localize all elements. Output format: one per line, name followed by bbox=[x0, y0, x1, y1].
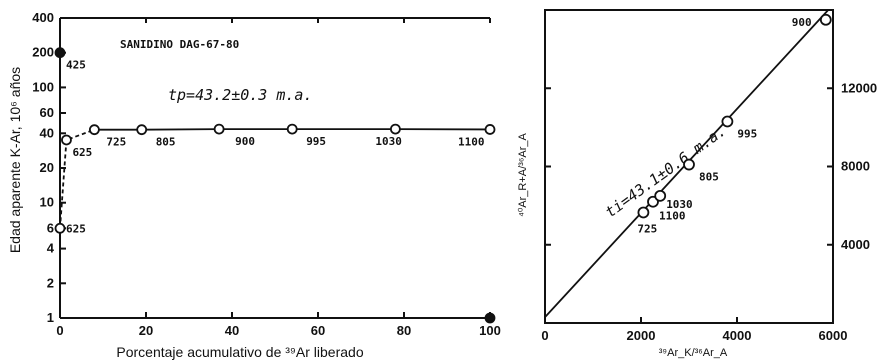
point-label: 995 bbox=[737, 128, 757, 141]
data-point bbox=[90, 125, 99, 134]
y-tick-label: 200 bbox=[32, 45, 54, 60]
y-tick-label: 1 bbox=[47, 310, 54, 325]
data-point bbox=[56, 224, 65, 233]
data-point bbox=[391, 125, 400, 134]
isochron-ylabel: ⁴⁰Ar_R+A/³⁶Ar_A bbox=[517, 133, 529, 217]
point-label: 425 bbox=[66, 59, 86, 72]
isochron-ticks: 0 2000 4000 6000 4000 8000 12000 bbox=[541, 80, 877, 343]
age-spectrum-ticks: 1 2 4 6 10 20 40 60 100 200 400 0 20 40 60 80 100 bbox=[32, 10, 501, 338]
point-label: 1100 bbox=[458, 135, 485, 148]
point-label: 805 bbox=[699, 171, 719, 184]
y-tick-label: 100 bbox=[32, 79, 54, 94]
y-tick-label: 4000 bbox=[841, 237, 870, 252]
isochron-chart: ⁴⁰Ar_R+A/³⁶Ar_A ³⁹Ar_K/³⁶Ar_A ti=43.1±0.… bbox=[517, 10, 877, 359]
data-point bbox=[62, 135, 71, 144]
data-point bbox=[486, 125, 495, 134]
data-point bbox=[288, 125, 297, 134]
y-tick-label: 2 bbox=[47, 275, 54, 290]
x-tick-label: 0 bbox=[56, 323, 63, 338]
data-point bbox=[638, 207, 648, 217]
point-label: 1030 bbox=[375, 135, 402, 148]
data-point bbox=[821, 15, 831, 25]
y-tick-label: 10 bbox=[40, 195, 54, 210]
y-tick-label: 6 bbox=[47, 220, 54, 235]
point-label: 900 bbox=[235, 135, 255, 148]
y-tick-label: 400 bbox=[32, 10, 54, 25]
age-spectrum-chart: Edad aparente K-Ar, 10⁶ años Porcentaje … bbox=[7, 10, 501, 360]
y-tick-label: 12000 bbox=[841, 80, 877, 95]
y-tick-label: 4 bbox=[47, 241, 55, 256]
data-point bbox=[486, 314, 495, 323]
x-tick-label: 80 bbox=[397, 323, 411, 338]
y-tick-label: 40 bbox=[40, 125, 54, 140]
data-point bbox=[684, 160, 694, 170]
x-tick-label: 60 bbox=[311, 323, 325, 338]
age-spectrum-axes bbox=[60, 18, 490, 318]
x-tick-label: 4000 bbox=[723, 328, 752, 343]
x-tick-label: 20 bbox=[139, 323, 153, 338]
point-label: 625 bbox=[66, 222, 86, 235]
data-point bbox=[655, 191, 665, 201]
point-label: 805 bbox=[156, 136, 176, 149]
point-label: 725 bbox=[106, 136, 126, 149]
y-tick-label: 8000 bbox=[841, 159, 870, 174]
point-label: 995 bbox=[306, 135, 326, 148]
point-label: 900 bbox=[792, 16, 812, 29]
point-label: 1030 bbox=[666, 198, 693, 211]
x-tick-label: 100 bbox=[479, 323, 501, 338]
isochron-xlabel: ³⁹Ar_K/³⁶Ar_A bbox=[659, 347, 728, 359]
y-tick-label: 60 bbox=[40, 105, 54, 120]
age-spectrum-title: SANIDINO DAG-67-80 bbox=[120, 38, 239, 51]
data-point bbox=[722, 117, 732, 127]
point-label: 725 bbox=[637, 222, 657, 235]
x-tick-label: 40 bbox=[225, 323, 239, 338]
x-tick-label: 0 bbox=[541, 328, 548, 343]
data-point bbox=[137, 125, 146, 134]
point-label: 625 bbox=[72, 146, 92, 159]
y-tick-label: 20 bbox=[40, 160, 54, 175]
x-tick-label: 6000 bbox=[819, 328, 848, 343]
point-label: 1100 bbox=[659, 210, 686, 223]
x-tick-label: 2000 bbox=[627, 328, 656, 343]
isochron-points bbox=[638, 15, 830, 218]
plateau-age-annotation: tp=43.2±0.3 m.a. bbox=[168, 86, 313, 104]
age-spectrum-xlabel: Porcentaje acumulativo de ³⁹Ar liberado bbox=[116, 344, 363, 360]
data-point bbox=[56, 48, 65, 57]
age-spectrum-ylabel: Edad aparente K-Ar, 10⁶ años bbox=[7, 67, 23, 253]
data-point bbox=[215, 125, 224, 134]
